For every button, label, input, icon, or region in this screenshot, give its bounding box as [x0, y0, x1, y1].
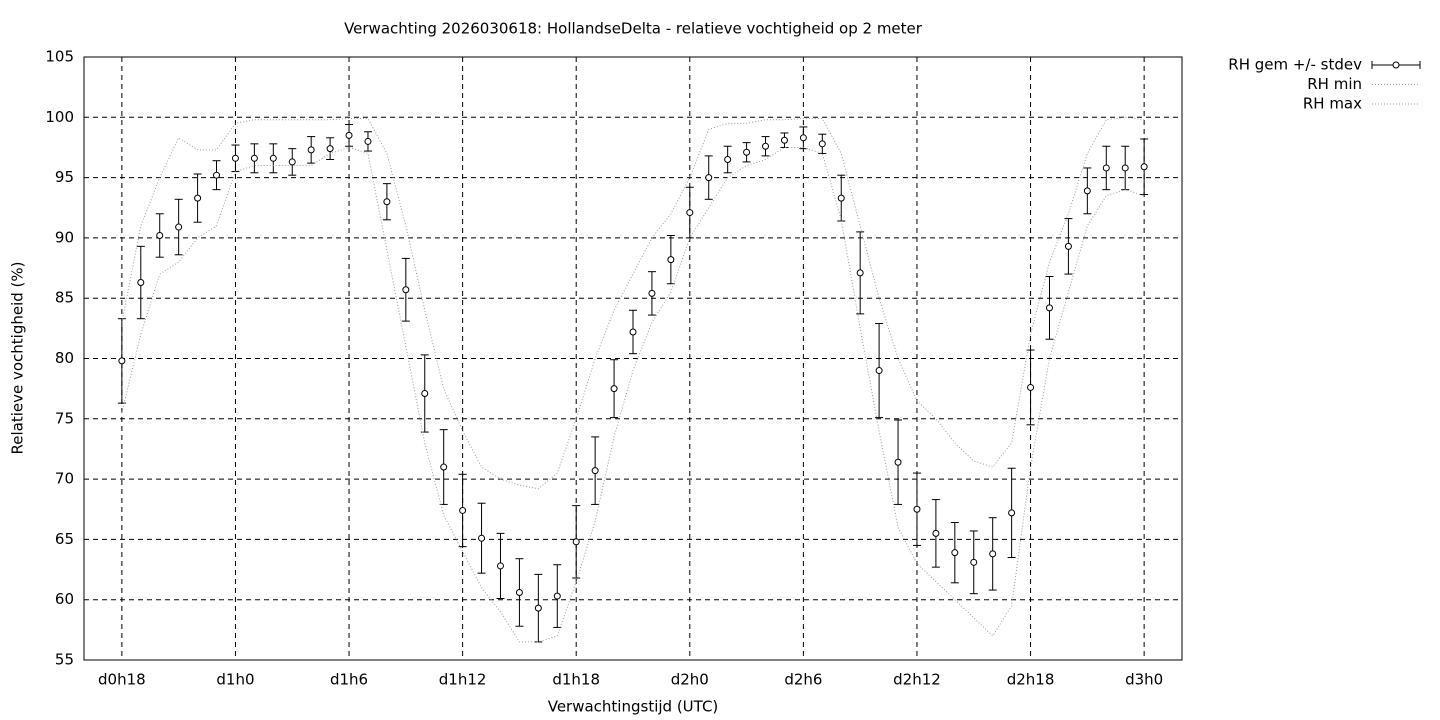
point	[572, 538, 580, 546]
y-tick-label: 95	[55, 168, 74, 186]
x-tick-label: d1h18	[552, 671, 600, 689]
point	[780, 136, 788, 144]
point	[743, 148, 751, 156]
point	[667, 256, 675, 264]
y-tick-label: 55	[55, 651, 74, 669]
x-tick-label: d1h6	[330, 671, 368, 689]
y-tick-label: 65	[55, 530, 74, 548]
point	[345, 131, 353, 139]
point	[402, 286, 410, 294]
y-axis-label: Relatieve vochtigheid (%)	[9, 261, 27, 454]
y-tick-label: 90	[55, 228, 74, 246]
point	[1045, 304, 1053, 312]
point	[1027, 383, 1035, 391]
point	[1008, 509, 1016, 517]
point	[421, 389, 429, 397]
point	[591, 467, 599, 475]
point	[269, 154, 277, 162]
point	[856, 269, 864, 277]
point	[686, 209, 694, 217]
point	[1140, 163, 1148, 171]
point	[496, 562, 504, 570]
y-tick-label: 60	[55, 590, 74, 608]
point	[553, 592, 561, 600]
chart-title: Verwachting 2026030618: HollandseDelta -…	[344, 20, 923, 38]
point	[818, 140, 826, 148]
legend-label: RH gem +/- stdev	[1228, 56, 1362, 74]
y-tick-label: 80	[55, 349, 74, 367]
point	[288, 158, 296, 166]
y-tick-label: 70	[55, 470, 74, 488]
point	[364, 137, 372, 145]
point	[326, 145, 334, 153]
point	[629, 328, 637, 336]
point	[194, 194, 202, 202]
point	[250, 154, 258, 162]
point	[932, 529, 940, 537]
legend-label: RH max	[1303, 95, 1362, 113]
point	[989, 550, 997, 558]
x-tick-label: d2h18	[1007, 671, 1055, 689]
point	[724, 156, 732, 164]
y-tick-label: 100	[45, 108, 74, 126]
x-tick-label: d2h0	[671, 671, 709, 689]
x-tick-label: d0h18	[98, 671, 146, 689]
point	[156, 231, 164, 239]
point	[970, 558, 978, 566]
point	[1102, 164, 1110, 172]
point	[231, 154, 239, 162]
point	[648, 289, 656, 297]
point	[799, 134, 807, 142]
point	[913, 505, 921, 513]
point	[1083, 187, 1091, 195]
x-tick-label: d1h12	[439, 671, 487, 689]
point	[1121, 164, 1129, 172]
point	[307, 146, 315, 154]
point	[383, 198, 391, 206]
x-tick-label: d1h0	[216, 671, 254, 689]
point	[894, 458, 902, 466]
x-tick-label: d2h6	[784, 671, 822, 689]
y-tick-label: 75	[55, 409, 74, 427]
y-tick-label: 85	[55, 289, 74, 307]
legend-label: RH min	[1307, 75, 1362, 93]
point	[175, 223, 183, 231]
point	[705, 174, 713, 182]
legend-sample	[1392, 61, 1400, 69]
point	[534, 604, 542, 612]
line	[121, 146, 1145, 643]
point	[610, 385, 618, 393]
point	[478, 534, 486, 542]
point	[515, 588, 523, 596]
y-tick-label: 105	[45, 48, 74, 66]
point	[137, 279, 145, 287]
point	[118, 357, 126, 365]
point	[213, 171, 221, 179]
point	[875, 367, 883, 375]
point	[762, 142, 770, 150]
point	[951, 549, 959, 557]
x-tick-label: d2h12	[893, 671, 941, 689]
x-tick-label: d3h0	[1125, 671, 1163, 689]
point	[459, 506, 467, 514]
point	[440, 463, 448, 471]
point	[837, 194, 845, 202]
point	[1064, 242, 1072, 250]
plot-frame	[83, 56, 1183, 661]
x-axis-label: Verwachtingstijd (UTC)	[548, 698, 719, 716]
